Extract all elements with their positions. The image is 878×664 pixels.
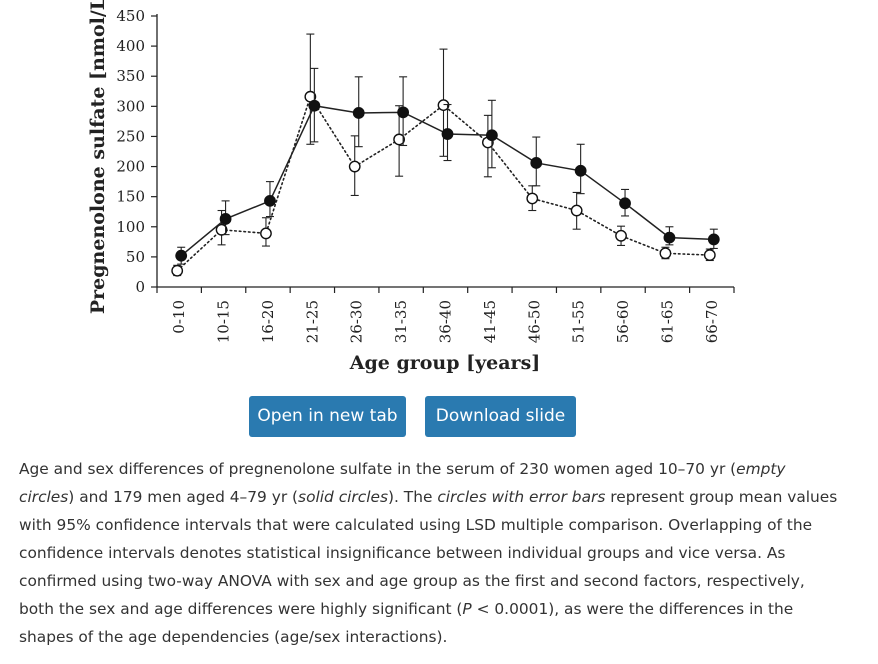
- action-buttons: Open in new tab Download slide: [0, 396, 878, 438]
- y-tick-label: 0: [135, 278, 145, 296]
- series-women: [171, 33, 716, 277]
- x-tick-label: 16-20: [259, 300, 277, 343]
- x-tick-label: 46-50: [525, 300, 543, 343]
- men-point: [619, 197, 631, 210]
- x-tick-label: 36-40: [437, 300, 455, 343]
- x-tick-label: 51-55: [570, 300, 588, 343]
- y-tick-label: 150: [116, 188, 145, 206]
- open-in-new-tab-button[interactable]: Open in new tab: [249, 396, 406, 437]
- chart-svg: 0 50 100 150 200 250 300 350 400 450 0-10 10-15 16-2…: [87, 0, 735, 374]
- series-men: [175, 67, 720, 265]
- men-point: [441, 128, 454, 140]
- caption-text-2: ) and 179 men aged 4–79 yr (: [68, 488, 299, 506]
- women-point: [348, 160, 361, 173]
- women-point: [570, 204, 583, 217]
- men-point: [663, 231, 676, 244]
- caption-italic-3: circles with error bars: [437, 488, 606, 506]
- women-point: [526, 192, 539, 205]
- women-point: [393, 133, 406, 146]
- men-point: [397, 106, 410, 119]
- caption-text-3: ). The: [388, 488, 438, 506]
- y-axis-label: Pregnenolone sulfate [nmol/L]: [87, 0, 109, 314]
- y-tick-label: 400: [116, 37, 145, 55]
- men-point: [308, 99, 321, 112]
- y-tick-label: 300: [116, 97, 145, 115]
- y-tick-label: 450: [116, 7, 145, 25]
- figure-caption: Age and sex differences of pregnenolone …: [19, 455, 839, 651]
- chart-figure: 0 50 100 150 200 250 300 350 400 450 0-10 10-15 16-2…: [87, 0, 735, 374]
- men-point: [264, 194, 276, 207]
- women-point: [437, 99, 450, 112]
- men-point: [574, 164, 587, 177]
- chart-axes: 0 50 100 150 200 250 300 350 400 450 0-10 10-15 16-2…: [116, 7, 735, 343]
- caption-italic-1: empty circles: [19, 460, 786, 506]
- x-tick-label: 21-25: [303, 300, 321, 343]
- caption-italic-4: P: [462, 600, 472, 618]
- download-slide-button[interactable]: Download slide: [425, 396, 576, 437]
- y-tick-label: 250: [116, 127, 145, 145]
- men-point: [352, 107, 365, 119]
- caption-text-1: Age and sex differences of pregnenolone …: [19, 460, 737, 478]
- x-axis-label: Age group [years]: [349, 352, 541, 374]
- women-point: [615, 229, 627, 242]
- women-point: [171, 264, 184, 277]
- y-tick-label: 350: [116, 67, 145, 85]
- men-point: [175, 249, 188, 262]
- caption-text-4: represent group mean values with 95% con…: [19, 488, 838, 618]
- y-tick-label: 100: [116, 218, 145, 236]
- x-tick-label: 61-65: [658, 300, 676, 343]
- caption-text-5: < 0.0001), as were the differences in th…: [19, 600, 794, 646]
- x-tick-label: 56-60: [614, 300, 632, 343]
- x-tick-label: 0-10: [170, 300, 188, 334]
- men-point: [707, 233, 720, 246]
- y-tick-label: 200: [116, 158, 145, 176]
- women-point: [703, 249, 716, 261]
- men-point: [219, 213, 232, 225]
- x-tick-label: 26-30: [348, 300, 366, 343]
- men-point: [485, 129, 498, 142]
- caption-italic-2: solid circles: [298, 488, 388, 506]
- x-tick-label: 66-70: [703, 300, 721, 343]
- x-tick-label: 41-45: [481, 300, 499, 343]
- women-point: [659, 247, 672, 260]
- x-tick-label: 10-15: [215, 300, 233, 343]
- x-tick-label: 31-35: [392, 300, 410, 343]
- women-point: [260, 227, 272, 240]
- men-point: [530, 157, 543, 169]
- y-tick-label: 50: [126, 248, 145, 266]
